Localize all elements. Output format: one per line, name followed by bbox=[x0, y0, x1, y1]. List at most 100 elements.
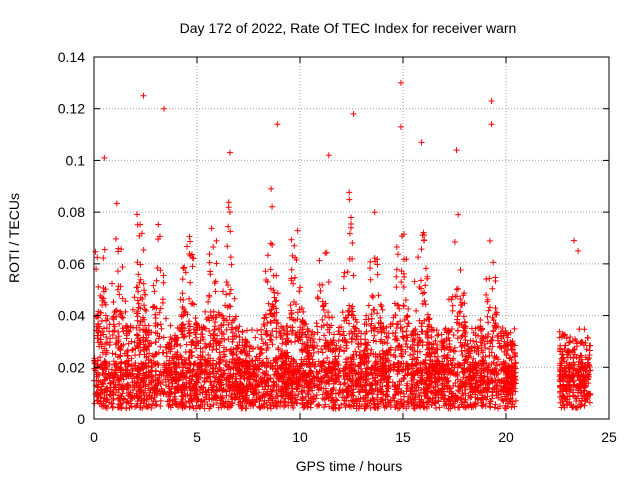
data-point bbox=[420, 359, 427, 366]
data-point bbox=[224, 243, 231, 250]
data-point bbox=[157, 343, 164, 350]
data-point bbox=[263, 355, 270, 362]
data-point bbox=[117, 395, 124, 402]
data-point bbox=[346, 196, 353, 203]
data-point bbox=[485, 319, 492, 326]
data-point bbox=[402, 348, 409, 355]
data-point bbox=[120, 314, 127, 321]
data-point bbox=[357, 349, 364, 356]
y-tick-label: 0.02 bbox=[58, 359, 85, 375]
data-point bbox=[396, 305, 403, 312]
data-point bbox=[136, 279, 143, 286]
data-point bbox=[211, 326, 218, 333]
data-point bbox=[352, 348, 359, 355]
data-point bbox=[141, 287, 148, 294]
data-point bbox=[401, 316, 408, 323]
data-point bbox=[464, 347, 471, 354]
data-point bbox=[281, 398, 288, 405]
data-point bbox=[363, 365, 370, 372]
data-point bbox=[167, 322, 174, 329]
data-point bbox=[559, 354, 566, 361]
data-point bbox=[112, 308, 119, 315]
data-point bbox=[148, 364, 155, 371]
data-point bbox=[115, 245, 122, 252]
data-point bbox=[185, 327, 192, 334]
data-point bbox=[100, 331, 107, 338]
data-point bbox=[454, 372, 461, 379]
data-point bbox=[508, 357, 515, 364]
data-point bbox=[292, 338, 299, 345]
data-point bbox=[384, 376, 391, 383]
data-point bbox=[319, 316, 326, 323]
data-point bbox=[398, 353, 405, 360]
y-tick-label: 0.06 bbox=[58, 256, 85, 272]
data-point bbox=[206, 251, 213, 258]
data-point bbox=[106, 328, 113, 335]
data-point bbox=[262, 268, 269, 275]
data-point bbox=[182, 269, 189, 276]
data-point bbox=[494, 337, 501, 344]
data-point bbox=[152, 339, 159, 346]
data-point bbox=[454, 327, 461, 334]
data-point bbox=[342, 404, 349, 411]
data-point bbox=[461, 327, 468, 334]
data-point bbox=[318, 346, 325, 353]
data-point bbox=[162, 315, 169, 322]
data-point bbox=[134, 394, 141, 401]
data-point bbox=[136, 232, 143, 239]
data-point bbox=[132, 352, 139, 359]
data-point bbox=[243, 327, 250, 334]
data-point bbox=[140, 247, 147, 254]
x-tick-label: 25 bbox=[601, 429, 617, 445]
data-point bbox=[446, 328, 453, 335]
data-point bbox=[504, 334, 511, 341]
data-point bbox=[468, 393, 475, 400]
data-point bbox=[225, 199, 232, 206]
data-point bbox=[112, 351, 119, 358]
data-point bbox=[236, 339, 243, 346]
data-point bbox=[177, 296, 184, 303]
data-point bbox=[326, 329, 333, 336]
data-point bbox=[374, 261, 381, 268]
data-point bbox=[488, 121, 495, 128]
data-point bbox=[455, 285, 462, 292]
data-point bbox=[486, 275, 493, 282]
data-point bbox=[215, 325, 222, 332]
data-point bbox=[405, 306, 412, 313]
data-point bbox=[287, 324, 294, 331]
data-point bbox=[454, 313, 461, 320]
data-point bbox=[367, 258, 374, 265]
grid-lines bbox=[94, 57, 609, 419]
data-point bbox=[405, 398, 412, 405]
data-point bbox=[190, 301, 197, 308]
data-point bbox=[415, 254, 422, 261]
data-point bbox=[112, 341, 119, 348]
data-point bbox=[470, 338, 477, 345]
data-point bbox=[490, 359, 497, 366]
data-point bbox=[375, 292, 382, 299]
data-point bbox=[137, 276, 144, 283]
data-point bbox=[468, 404, 475, 411]
data-point bbox=[489, 334, 496, 341]
data-point bbox=[495, 388, 502, 395]
data-point bbox=[155, 221, 162, 228]
data-point bbox=[310, 396, 317, 403]
data-point bbox=[160, 349, 167, 356]
data-point bbox=[478, 396, 485, 403]
data-point bbox=[193, 334, 200, 341]
data-point bbox=[137, 348, 144, 355]
data-point bbox=[350, 110, 357, 117]
data-point bbox=[118, 314, 125, 321]
data-point bbox=[314, 323, 321, 330]
data-point bbox=[502, 327, 509, 334]
data-point bbox=[413, 307, 420, 314]
data-point bbox=[313, 391, 320, 398]
data-point bbox=[404, 343, 411, 350]
data-point bbox=[206, 259, 213, 266]
data-point bbox=[422, 265, 429, 272]
data-point bbox=[422, 282, 429, 289]
data-point bbox=[189, 300, 196, 307]
data-point bbox=[371, 332, 378, 339]
data-point bbox=[336, 331, 343, 338]
data-point bbox=[449, 307, 456, 314]
